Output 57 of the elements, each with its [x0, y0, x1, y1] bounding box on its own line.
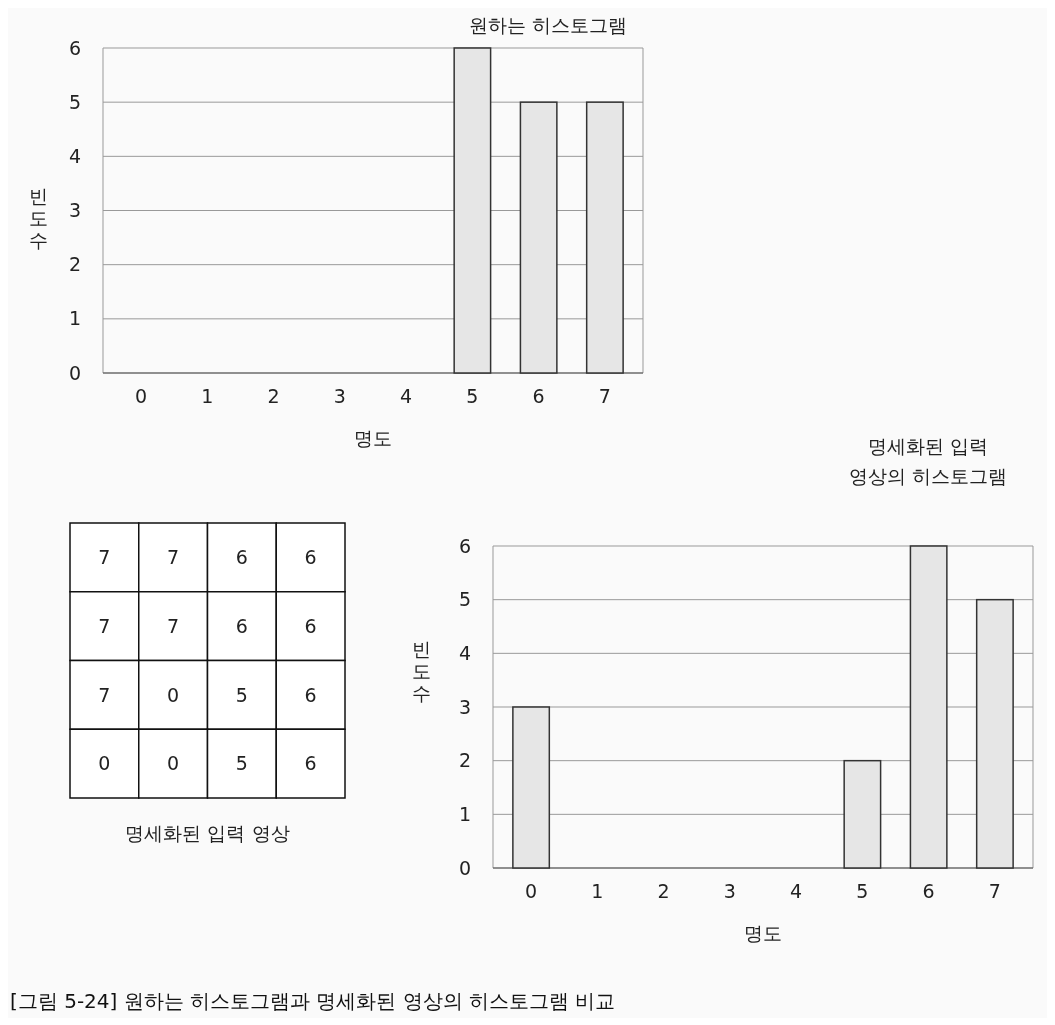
- x-tick-label: 5: [856, 880, 869, 902]
- data-label: 5: [235, 752, 248, 775]
- y-axis-title: 빈도수: [28, 185, 48, 251]
- chart-title: 명세화된 입력 영상의 히스토그램: [848, 435, 1008, 488]
- bar: [975, 598, 1014, 869]
- data-label: 6: [235, 614, 248, 637]
- y-tick-label: 5: [68, 90, 82, 113]
- data-label: 6: [304, 614, 317, 637]
- x-tick-label: 4: [790, 880, 803, 902]
- x-tick-label: 1: [591, 880, 604, 902]
- y-tick-label: 5: [458, 588, 472, 611]
- data-label: 6: [304, 683, 317, 706]
- x-tick-label: 6: [532, 385, 545, 407]
- x-tick-label: 2: [657, 880, 670, 902]
- data-label: 0: [167, 752, 180, 775]
- data-label: 0: [98, 752, 111, 775]
- bar: [512, 706, 551, 869]
- data-label: 7: [98, 546, 111, 569]
- x-axis-title: 명세화된 입력 영상: [125, 822, 290, 844]
- x-tick-label: 4: [400, 385, 413, 407]
- data-label: 7: [167, 614, 180, 637]
- bar: [909, 545, 948, 869]
- data-label: 6: [304, 546, 317, 569]
- data-label: 7: [98, 683, 111, 706]
- y-tick-label: 4: [68, 144, 82, 167]
- x-tick-label: 1: [201, 385, 214, 407]
- data-label: 7: [167, 546, 180, 569]
- x-tick-label: 7: [598, 385, 611, 407]
- x-tick-label: 0: [525, 880, 538, 902]
- y-tick-label: 3: [458, 695, 472, 718]
- chart-title: 원하는 히스토그램: [468, 14, 628, 36]
- y-tick-label: 6: [68, 36, 82, 59]
- y-tick-label: 1: [68, 307, 82, 330]
- x-axis-title: 명도: [354, 427, 392, 449]
- y-tick-label: 6: [458, 534, 472, 557]
- x-axis-title: 명도: [744, 922, 782, 944]
- x-tick-label: 7: [988, 880, 1001, 902]
- x-tick-label: 6: [922, 880, 935, 902]
- x-tick-label: 3: [333, 385, 346, 407]
- y-tick-label: 1: [458, 802, 472, 825]
- y-tick-label: 2: [458, 749, 472, 772]
- x-tick-label: 3: [723, 880, 736, 902]
- data-label: 0: [167, 683, 180, 706]
- data-label: 6: [235, 546, 248, 569]
- bar: [843, 759, 882, 869]
- y-tick-label: 0: [68, 361, 82, 384]
- y-tick-label: 3: [68, 199, 82, 222]
- data-label: 7: [98, 614, 111, 637]
- y-tick-label: 2: [68, 253, 82, 276]
- x-tick-label: 0: [135, 385, 148, 407]
- y-tick-label: 0: [458, 856, 472, 879]
- text: [그림 5-24] 원하는 히스토그램과 명세화된 영상의 히스토그램 비교: [10, 989, 616, 1013]
- data-label: 6: [304, 752, 317, 775]
- data-label: 5: [235, 683, 248, 706]
- y-axis-title: 빈도수: [411, 638, 431, 704]
- x-tick-label: 2: [267, 385, 280, 407]
- y-tick-label: 4: [458, 641, 472, 664]
